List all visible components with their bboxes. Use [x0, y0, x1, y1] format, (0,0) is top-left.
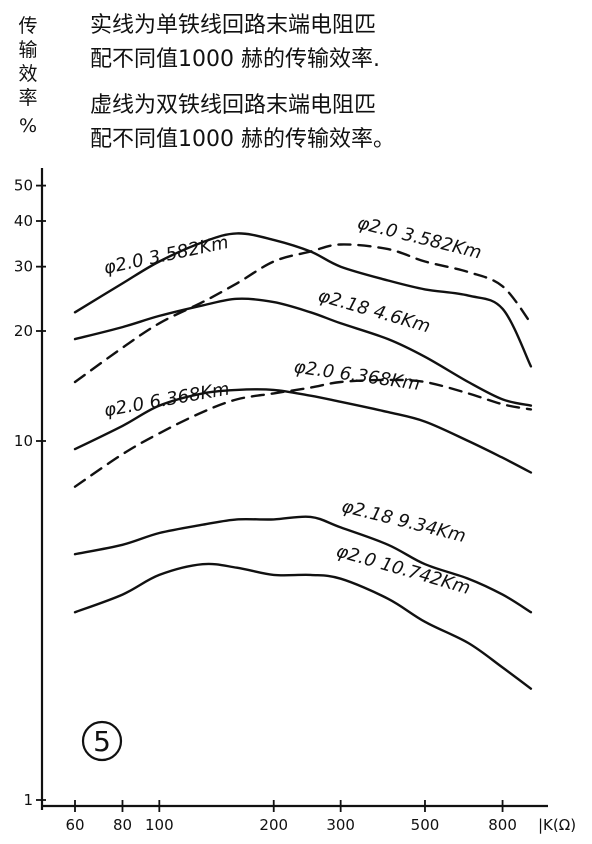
y-label-char-2: 输: [18, 39, 37, 61]
x-tick-label: 80: [113, 816, 132, 834]
legend-notes: 实线为单铁线回路末端电阻匹 配不同值1000 赫的传输效率. 虚线为双铁线回路末…: [90, 13, 395, 152]
x-tick-label: 200: [259, 816, 288, 834]
y-axis-label: 传 输 效 率 %: [18, 15, 37, 137]
figure-label-badge: 5: [81, 720, 123, 762]
x-tick-label: 800: [488, 816, 517, 834]
x-tick-label: 500: [411, 816, 440, 834]
note-line-3: 虚线为双铁线回路末端电阻匹: [90, 93, 376, 118]
figure-label-circle: [81, 720, 123, 762]
series-line-3: [73, 388, 533, 474]
series-line-2: [73, 297, 533, 407]
x-axis-label: |K(Ω): [538, 816, 576, 834]
series-label-3: φ2.0 6.368Km: [102, 379, 231, 422]
series-group: [73, 232, 533, 690]
y-label-unit: %: [19, 115, 37, 137]
series-label-2: φ2.18 4.6Km: [316, 285, 433, 337]
series-label-5: φ2.0 10.742Km: [334, 541, 473, 599]
y-label-char-1: 传: [18, 15, 37, 37]
x-ticks: 60 80 100 200 300 500 800: [65, 800, 517, 834]
note-line-4: 配不同值1000 赫的传输效率。: [90, 127, 395, 152]
y-tick-label: 20: [14, 322, 33, 340]
x-tick-label: 100: [145, 816, 174, 834]
y-tick-label: 10: [14, 432, 33, 450]
note-line-1: 实线为单铁线回路末端电阻匹: [90, 13, 376, 38]
series-line-4: [73, 515, 533, 614]
series-line-5: [73, 562, 533, 690]
note-line-2: 配不同值1000 赫的传输效率.: [90, 47, 380, 72]
series-labels: φ2.0 3.582Km φ2.18 4.6Km φ2.0 6.368Km φ2.18…: [102, 212, 484, 598]
figure-label: 5: [93, 725, 111, 758]
y-ticks: 1 10 20 30 40 50: [14, 177, 46, 809]
y-tick-label: 50: [14, 177, 33, 195]
y-tick-label: 1: [23, 791, 33, 809]
y-label-char-3: 效: [18, 63, 37, 85]
x-tick-label: 300: [326, 816, 355, 834]
series-label-4: φ2.18 9.34Km: [339, 496, 467, 547]
series-label-1: φ2.0 3.582Km: [102, 232, 231, 279]
y-tick-label: 40: [14, 212, 33, 230]
y-label-char-4: 率: [18, 87, 37, 109]
y-tick-label: 30: [14, 258, 33, 276]
series-label-6: φ2.0 3.582Km: [355, 212, 483, 263]
x-tick-label: 60: [65, 816, 84, 834]
series-line-6: [73, 243, 533, 384]
series-line-7: [73, 378, 533, 488]
series-label-7: φ2.0 6.368Km: [292, 356, 421, 394]
